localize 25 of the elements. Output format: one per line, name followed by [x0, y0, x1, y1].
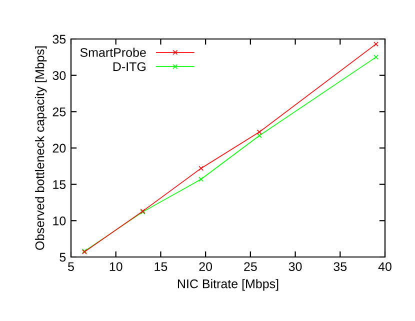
y-tick-label: 35 — [52, 34, 66, 44]
point — [256, 130, 262, 135]
y-tick-label: 10 — [53, 216, 66, 226]
y-tick-label: 15 — [53, 180, 66, 189]
x-tick-label: 30 — [288, 262, 302, 272]
point — [198, 176, 204, 182]
x-tick-label: 20 — [199, 262, 212, 272]
y-tick-label: 5 — [60, 252, 66, 262]
x-tick-label: 10 — [110, 262, 122, 272]
x-tick-label: 15 — [154, 262, 168, 272]
legend-label: D-ITG — [113, 62, 146, 72]
y-tick-label: 25 — [52, 107, 66, 116]
point — [256, 133, 262, 138]
point — [374, 54, 379, 60]
legend-label: SmartProbe — [80, 48, 146, 57]
y-tick-label: 30 — [52, 71, 66, 80]
y-tick-label: 20 — [52, 144, 66, 153]
point — [198, 166, 204, 171]
point — [374, 42, 379, 47]
x-tick-label: 5 — [68, 262, 74, 272]
x-tick-label: 40 — [378, 262, 392, 272]
x-axis-title: NIC Bitrate [Mbps] — [178, 279, 278, 291]
y-axis-title: Observed bottleneck capacity [Mbps] — [35, 46, 47, 250]
x-tick-label: 25 — [244, 262, 257, 272]
x-tick-label: 35 — [334, 262, 347, 272]
